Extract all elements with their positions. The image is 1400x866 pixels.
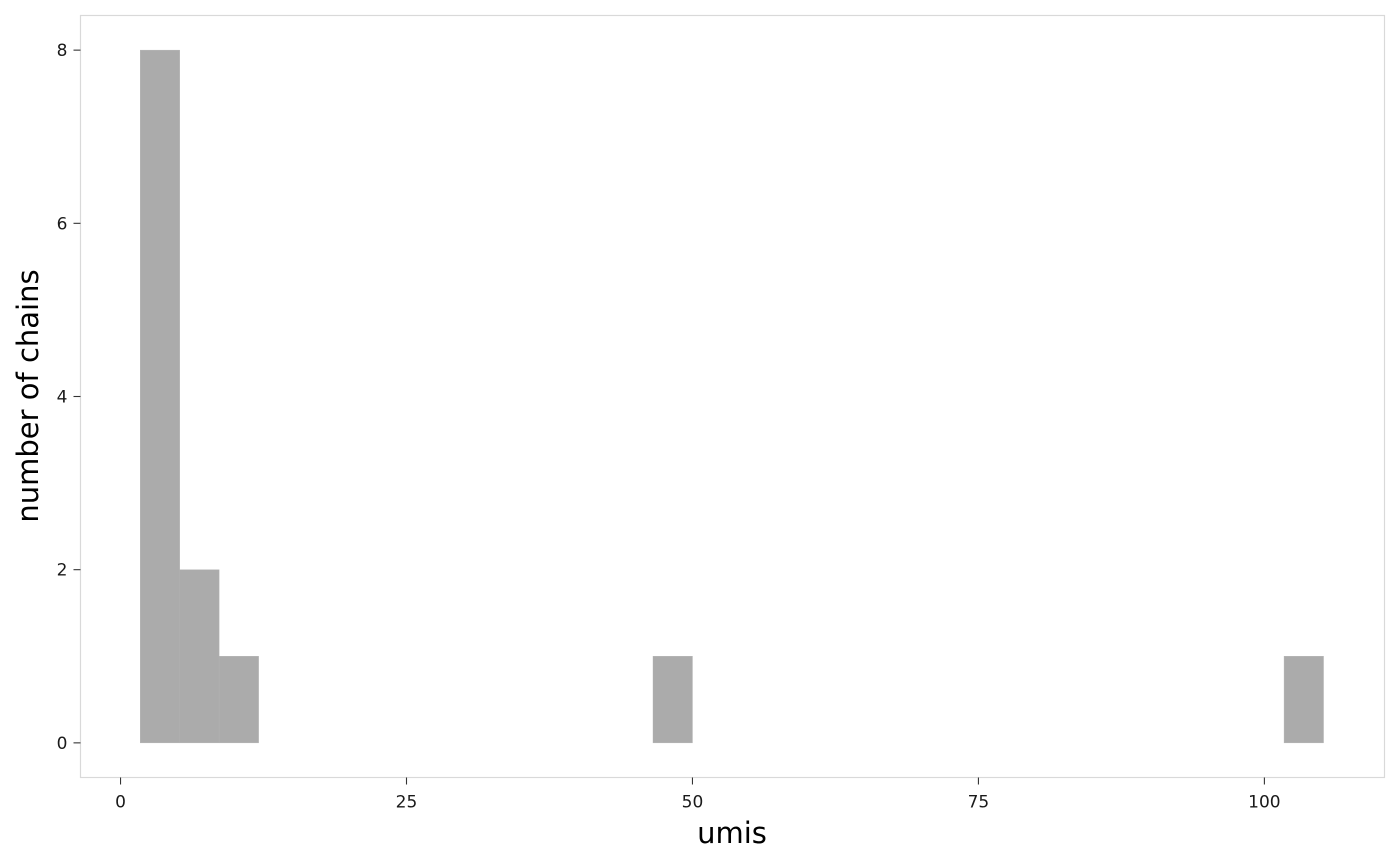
panel-border [79, 14, 1386, 779]
y-tick-label: 8 [57, 41, 68, 61]
histogram-bar-0 [140, 49, 180, 744]
y-tick-label: 4 [57, 388, 68, 408]
histogram-bar-4 [1283, 656, 1324, 744]
x-tick-label: 75 [968, 793, 990, 813]
x-tick-label: 25 [396, 793, 418, 813]
histogram-bar-3 [652, 656, 693, 744]
y-axis: 0 2 4 6 8 [57, 41, 81, 754]
x-tick-label: 0 [115, 793, 126, 813]
x-tick-label: 100 [1248, 793, 1280, 813]
histogram-bar-1 [179, 569, 220, 744]
bars-group [140, 49, 1324, 744]
x-axis: 0 25 50 75 100 [115, 777, 1281, 813]
y-tick-label: 0 [57, 734, 68, 754]
y-tick-label: 2 [57, 561, 68, 581]
x-tick-label: 50 [682, 793, 704, 813]
histogram-bar-2 [218, 656, 259, 744]
x-axis-title: umis [697, 816, 767, 850]
y-axis-title: number of chains [11, 269, 45, 522]
y-tick-label: 6 [57, 214, 68, 234]
